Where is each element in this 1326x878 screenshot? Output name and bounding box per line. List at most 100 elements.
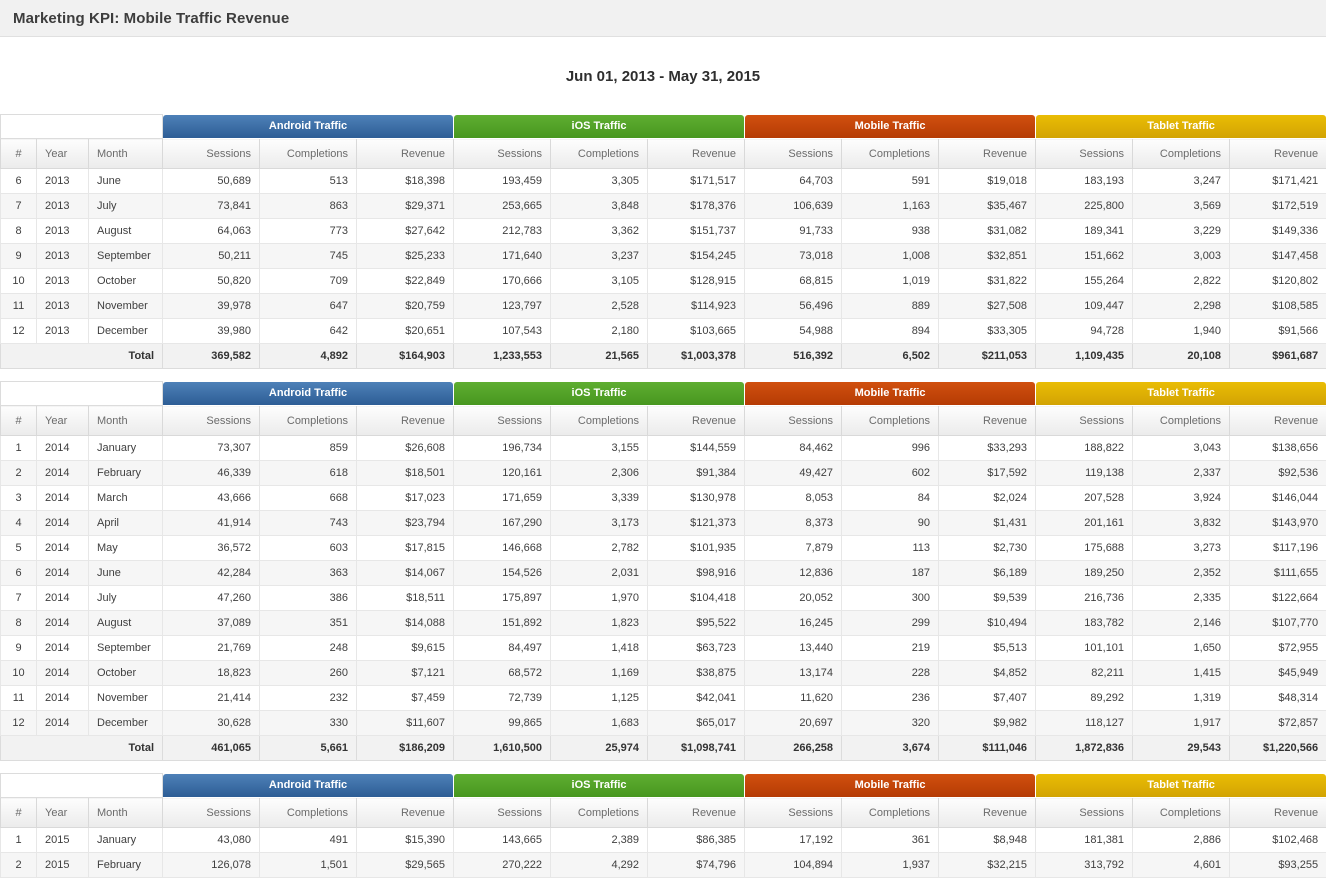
value-cell: $171,517 bbox=[648, 169, 745, 194]
value-cell: 859 bbox=[260, 436, 357, 461]
value-cell: 3,362 bbox=[551, 219, 648, 244]
value-cell: 938 bbox=[842, 219, 939, 244]
col-header-month: Month bbox=[89, 139, 163, 169]
year-cell: 2014 bbox=[37, 636, 89, 661]
row-index-cell: 1 bbox=[1, 436, 37, 461]
value-cell: 1,019 bbox=[842, 269, 939, 294]
value-cell: 7,879 bbox=[745, 536, 842, 561]
value-cell: 1,823 bbox=[551, 611, 648, 636]
year-cell: 2014 bbox=[37, 661, 89, 686]
value-cell: $92,536 bbox=[1230, 461, 1326, 486]
col-header-sessions: Sessions bbox=[745, 406, 842, 436]
value-cell: $23,794 bbox=[357, 511, 454, 536]
value-cell: $104,418 bbox=[648, 586, 745, 611]
total-value-cell: 516,392 bbox=[745, 344, 842, 369]
value-cell: 155,264 bbox=[1036, 269, 1133, 294]
value-cell: $143,970 bbox=[1230, 511, 1326, 536]
col-header-month: Month bbox=[89, 798, 163, 828]
value-cell: 119,138 bbox=[1036, 461, 1133, 486]
col-header-index: # bbox=[1, 139, 37, 169]
value-cell: $19,018 bbox=[939, 169, 1036, 194]
value-cell: 183,782 bbox=[1036, 611, 1133, 636]
value-cell: 171,640 bbox=[454, 244, 551, 269]
value-cell: 2,337 bbox=[1133, 461, 1230, 486]
total-value-cell: 29,543 bbox=[1133, 736, 1230, 761]
row-index-cell: 8 bbox=[1, 611, 37, 636]
value-cell: 3,848 bbox=[551, 194, 648, 219]
value-cell: 260 bbox=[260, 661, 357, 686]
value-cell: $151,737 bbox=[648, 219, 745, 244]
value-cell: $102,468 bbox=[1230, 828, 1326, 853]
value-cell: $5,513 bbox=[939, 636, 1036, 661]
group-header-tablet: Tablet Traffic bbox=[1036, 115, 1326, 139]
year-cell: 2014 bbox=[37, 711, 89, 736]
value-cell: 212,783 bbox=[454, 219, 551, 244]
col-header-year: Year bbox=[37, 798, 89, 828]
total-value-cell: 25,974 bbox=[551, 736, 648, 761]
row-index-cell: 4 bbox=[1, 511, 37, 536]
total-value-cell: $1,220,566 bbox=[1230, 736, 1326, 761]
col-header-year: Year bbox=[37, 406, 89, 436]
value-cell: $45,949 bbox=[1230, 661, 1326, 686]
value-cell: 187 bbox=[842, 561, 939, 586]
value-cell: 228 bbox=[842, 661, 939, 686]
col-header-revenue: Revenue bbox=[357, 798, 454, 828]
value-cell: $2,024 bbox=[939, 486, 1036, 511]
value-cell: 99,865 bbox=[454, 711, 551, 736]
value-cell: $17,023 bbox=[357, 486, 454, 511]
value-cell: $4,852 bbox=[939, 661, 1036, 686]
total-value-cell: $211,053 bbox=[939, 344, 1036, 369]
year-cell: 2014 bbox=[37, 486, 89, 511]
month-cell: November bbox=[89, 294, 163, 319]
col-header-month: Month bbox=[89, 406, 163, 436]
row-index-cell: 6 bbox=[1, 169, 37, 194]
value-cell: $10,494 bbox=[939, 611, 1036, 636]
value-cell: $117,196 bbox=[1230, 536, 1326, 561]
value-cell: 68,572 bbox=[454, 661, 551, 686]
kpi-table-2013: Android Traffic iOS Traffic Mobile Traff… bbox=[0, 114, 1326, 369]
group-header-mobile: Mobile Traffic bbox=[745, 382, 1036, 406]
col-header-index: # bbox=[1, 406, 37, 436]
total-value-cell: 461,065 bbox=[163, 736, 260, 761]
group-header-tablet: Tablet Traffic bbox=[1036, 774, 1326, 798]
value-cell: $178,376 bbox=[648, 194, 745, 219]
value-cell: 73,307 bbox=[163, 436, 260, 461]
group-header-android: Android Traffic bbox=[163, 774, 454, 798]
value-cell: 1,008 bbox=[842, 244, 939, 269]
value-cell: 253,665 bbox=[454, 194, 551, 219]
row-index-cell: 12 bbox=[1, 711, 37, 736]
value-cell: 30,628 bbox=[163, 711, 260, 736]
value-cell: $91,384 bbox=[648, 461, 745, 486]
total-value-cell: 266,258 bbox=[745, 736, 842, 761]
value-cell: 189,341 bbox=[1036, 219, 1133, 244]
month-cell: December bbox=[89, 319, 163, 344]
col-header-sessions: Sessions bbox=[454, 406, 551, 436]
value-cell: 602 bbox=[842, 461, 939, 486]
value-cell: $29,565 bbox=[357, 853, 454, 878]
value-cell: $7,121 bbox=[357, 661, 454, 686]
value-cell: 43,080 bbox=[163, 828, 260, 853]
value-cell: 73,841 bbox=[163, 194, 260, 219]
value-cell: 2,306 bbox=[551, 461, 648, 486]
row-index-cell: 10 bbox=[1, 661, 37, 686]
value-cell: 146,668 bbox=[454, 536, 551, 561]
col-header-completions: Completions bbox=[842, 406, 939, 436]
value-cell: 175,688 bbox=[1036, 536, 1133, 561]
value-cell: $9,615 bbox=[357, 636, 454, 661]
value-cell: 642 bbox=[260, 319, 357, 344]
value-cell: 154,526 bbox=[454, 561, 551, 586]
value-cell: 3,003 bbox=[1133, 244, 1230, 269]
year-cell: 2014 bbox=[37, 611, 89, 636]
value-cell: $172,519 bbox=[1230, 194, 1326, 219]
value-cell: 104,894 bbox=[745, 853, 842, 878]
value-cell: 863 bbox=[260, 194, 357, 219]
value-cell: 3,832 bbox=[1133, 511, 1230, 536]
month-cell: March bbox=[89, 486, 163, 511]
